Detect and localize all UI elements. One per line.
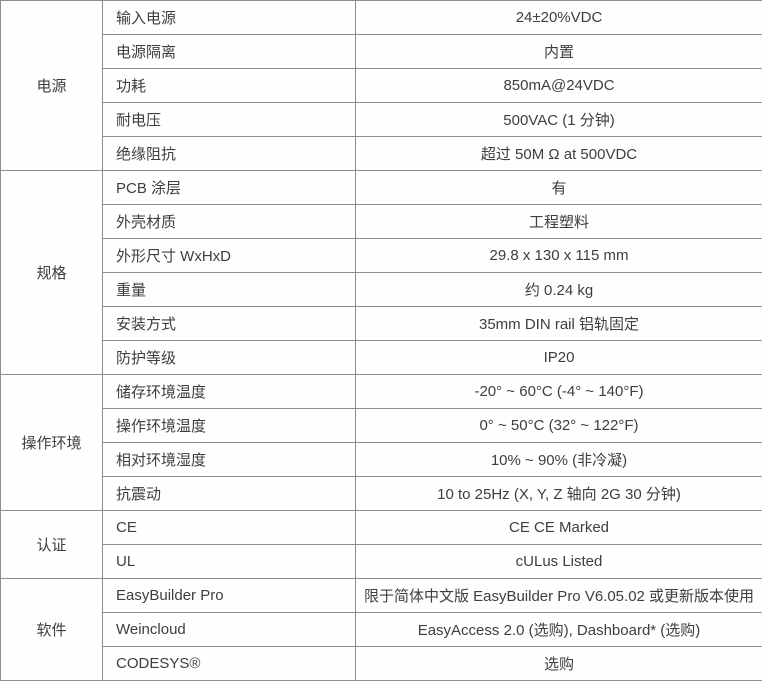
- table-row: 操作环境温度 0° ~ 50°C (32° ~ 122°F): [1, 409, 762, 443]
- table-row: 操作环境 储存环境温度 -20° ~ 60°C (-4° ~ 140°F): [1, 375, 762, 409]
- spec-value: 500VAC (1 分钟): [356, 103, 762, 137]
- table-row: 规格 PCB 涂层 有: [1, 171, 762, 205]
- spec-value: 有: [356, 171, 762, 205]
- spec-label: EasyBuilder Pro: [103, 579, 356, 613]
- table-row: 抗震动 10 to 25Hz (X, Y, Z 轴向 2G 30 分钟): [1, 477, 762, 511]
- spec-label: 操作环境温度: [103, 409, 356, 443]
- table-row: 绝缘阻抗 超过 50M Ω at 500VDC: [1, 137, 762, 171]
- table-row: 功耗 850mA@24VDC: [1, 69, 762, 103]
- spec-label: CODESYS®: [103, 647, 356, 681]
- spec-value: 内置: [356, 35, 762, 69]
- table-row: 安装方式 35mm DIN rail 铝轨固定: [1, 307, 762, 341]
- spec-label: 耐电压: [103, 103, 356, 137]
- spec-label: CE: [103, 511, 356, 545]
- table-row: CODESYS® 选购: [1, 647, 762, 681]
- table-row: 重量 约 0.24 kg: [1, 273, 762, 307]
- spec-label: 安装方式: [103, 307, 356, 341]
- category-cell-certification: 认证: [1, 511, 103, 579]
- spec-value: 10% ~ 90% (非冷凝): [356, 443, 762, 477]
- spec-value: 10 to 25Hz (X, Y, Z 轴向 2G 30 分钟): [356, 477, 762, 511]
- spec-label: 电源隔离: [103, 35, 356, 69]
- spec-value: 35mm DIN rail 铝轨固定: [356, 307, 762, 341]
- table-row: 外壳材质 工程塑料: [1, 205, 762, 239]
- table-row: 耐电压 500VAC (1 分钟): [1, 103, 762, 137]
- spec-value: CE CE Marked: [356, 511, 762, 545]
- spec-value: 选购: [356, 647, 762, 681]
- category-cell-power: 电源: [1, 1, 103, 171]
- spec-label: 相对环境湿度: [103, 443, 356, 477]
- spec-value: 超过 50M Ω at 500VDC: [356, 137, 762, 171]
- spec-label: 外壳材质: [103, 205, 356, 239]
- table-row: 软件 EasyBuilder Pro 限于简体中文版 EasyBuilder P…: [1, 579, 762, 613]
- table-row: 相对环境湿度 10% ~ 90% (非冷凝): [1, 443, 762, 477]
- table-row: 电源 输入电源 24±20%VDC: [1, 1, 762, 35]
- category-cell-environment: 操作环境: [1, 375, 103, 511]
- spec-value: 850mA@24VDC: [356, 69, 762, 103]
- spec-value: 29.8 x 130 x 115 mm: [356, 239, 762, 273]
- table-row: 防护等级 IP20: [1, 341, 762, 375]
- spec-label: PCB 涂层: [103, 171, 356, 205]
- spec-label: 重量: [103, 273, 356, 307]
- table-row: 外形尺寸 WxHxD 29.8 x 130 x 115 mm: [1, 239, 762, 273]
- spec-label: 输入电源: [103, 1, 356, 35]
- spec-value: 工程塑料: [356, 205, 762, 239]
- table-row: 电源隔离 内置: [1, 35, 762, 69]
- spec-label: 储存环境温度: [103, 375, 356, 409]
- spec-label: 功耗: [103, 69, 356, 103]
- spec-label: 绝缘阻抗: [103, 137, 356, 171]
- category-cell-software: 软件: [1, 579, 103, 681]
- spec-label: 防护等级: [103, 341, 356, 375]
- table-row: Weincloud EasyAccess 2.0 (选购), Dashboard…: [1, 613, 762, 647]
- spec-label: Weincloud: [103, 613, 356, 647]
- spec-value: 限于简体中文版 EasyBuilder Pro V6.05.02 或更新版本使用: [356, 579, 762, 613]
- table-row: UL cULus Listed: [1, 545, 762, 579]
- category-cell-specs: 规格: [1, 171, 103, 375]
- spec-label: 外形尺寸 WxHxD: [103, 239, 356, 273]
- table-row: 认证 CE CE CE Marked: [1, 511, 762, 545]
- spec-value: cULus Listed: [356, 545, 762, 579]
- spec-value: IP20: [356, 341, 762, 375]
- spec-value: 约 0.24 kg: [356, 273, 762, 307]
- spec-value: 24±20%VDC: [356, 1, 762, 35]
- spec-value: -20° ~ 60°C (-4° ~ 140°F): [356, 375, 762, 409]
- spec-label: 抗震动: [103, 477, 356, 511]
- spec-value: 0° ~ 50°C (32° ~ 122°F): [356, 409, 762, 443]
- spec-label: UL: [103, 545, 356, 579]
- spec-value: EasyAccess 2.0 (选购), Dashboard* (选购): [356, 613, 762, 647]
